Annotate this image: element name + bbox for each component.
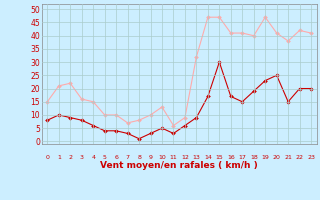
X-axis label: Vent moyen/en rafales ( km/h ): Vent moyen/en rafales ( km/h ) — [100, 161, 258, 170]
